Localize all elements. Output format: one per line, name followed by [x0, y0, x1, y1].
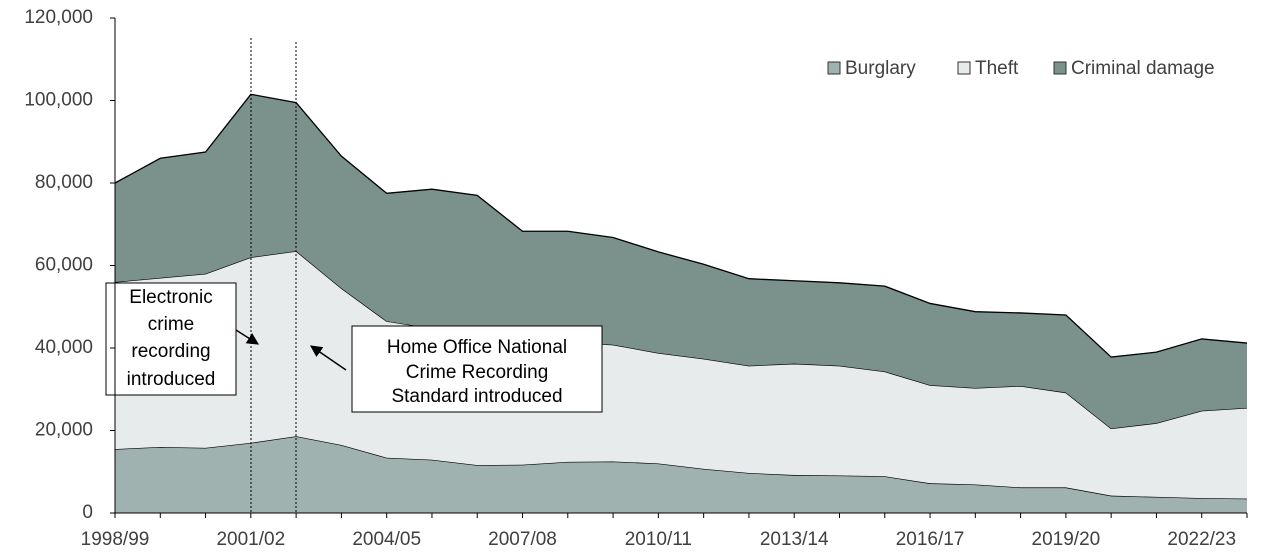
legend-label: Criminal damage — [1071, 58, 1215, 79]
y-tick-label: 120,000 — [24, 7, 93, 28]
y-tick-label: 0 — [82, 502, 93, 523]
annotation-text: Standard introduced — [391, 386, 562, 407]
x-tick-label: 2022/23 — [1167, 529, 1236, 550]
y-tick-label: 40,000 — [35, 337, 93, 358]
annotation-text: Crime Recording — [406, 362, 549, 383]
area — [115, 436, 1247, 513]
legend-swatch — [957, 61, 971, 75]
legend-swatch — [827, 61, 841, 75]
y-tick-label: 80,000 — [35, 172, 93, 193]
annotation-box — [105, 282, 237, 396]
legend-swatch — [1053, 61, 1067, 75]
x-tick-label: 2013/14 — [760, 529, 829, 550]
annotation: Electronic crime recording introduced — [105, 282, 260, 396]
annotation-text: Home Office National — [387, 337, 567, 358]
annotation-text: introduced — [127, 369, 216, 390]
arrow — [310, 345, 347, 371]
x-tick-label: 2001/02 — [216, 529, 285, 550]
legend-label: Burglary — [845, 58, 916, 79]
annotation-box — [351, 325, 603, 413]
x-tick-label: 2016/17 — [896, 529, 965, 550]
annotation: Home Office National Crime Recording Sta… — [310, 325, 603, 413]
y-tick-label: 100,000 — [24, 90, 93, 111]
area — [115, 251, 1247, 499]
arrow — [235, 329, 260, 345]
x-tick-label: 2007/08 — [488, 529, 557, 550]
x-tick-label: 2010/11 — [625, 529, 692, 550]
annotation-text: Electronic — [129, 287, 212, 308]
x-tick-label: 1998/99 — [81, 529, 150, 550]
area-outline — [114, 93, 1248, 358]
area — [115, 94, 1247, 429]
legend-label: Theft — [975, 58, 1019, 79]
y-tick-label: 20,000 — [35, 420, 93, 441]
x-tick-label: 2019/20 — [1032, 529, 1101, 550]
y-tick-label: 60,000 — [35, 255, 93, 276]
annotation-text: crime — [148, 314, 194, 335]
annotation-text: recording — [131, 341, 210, 362]
x-tick-label: 2004/05 — [352, 529, 421, 550]
